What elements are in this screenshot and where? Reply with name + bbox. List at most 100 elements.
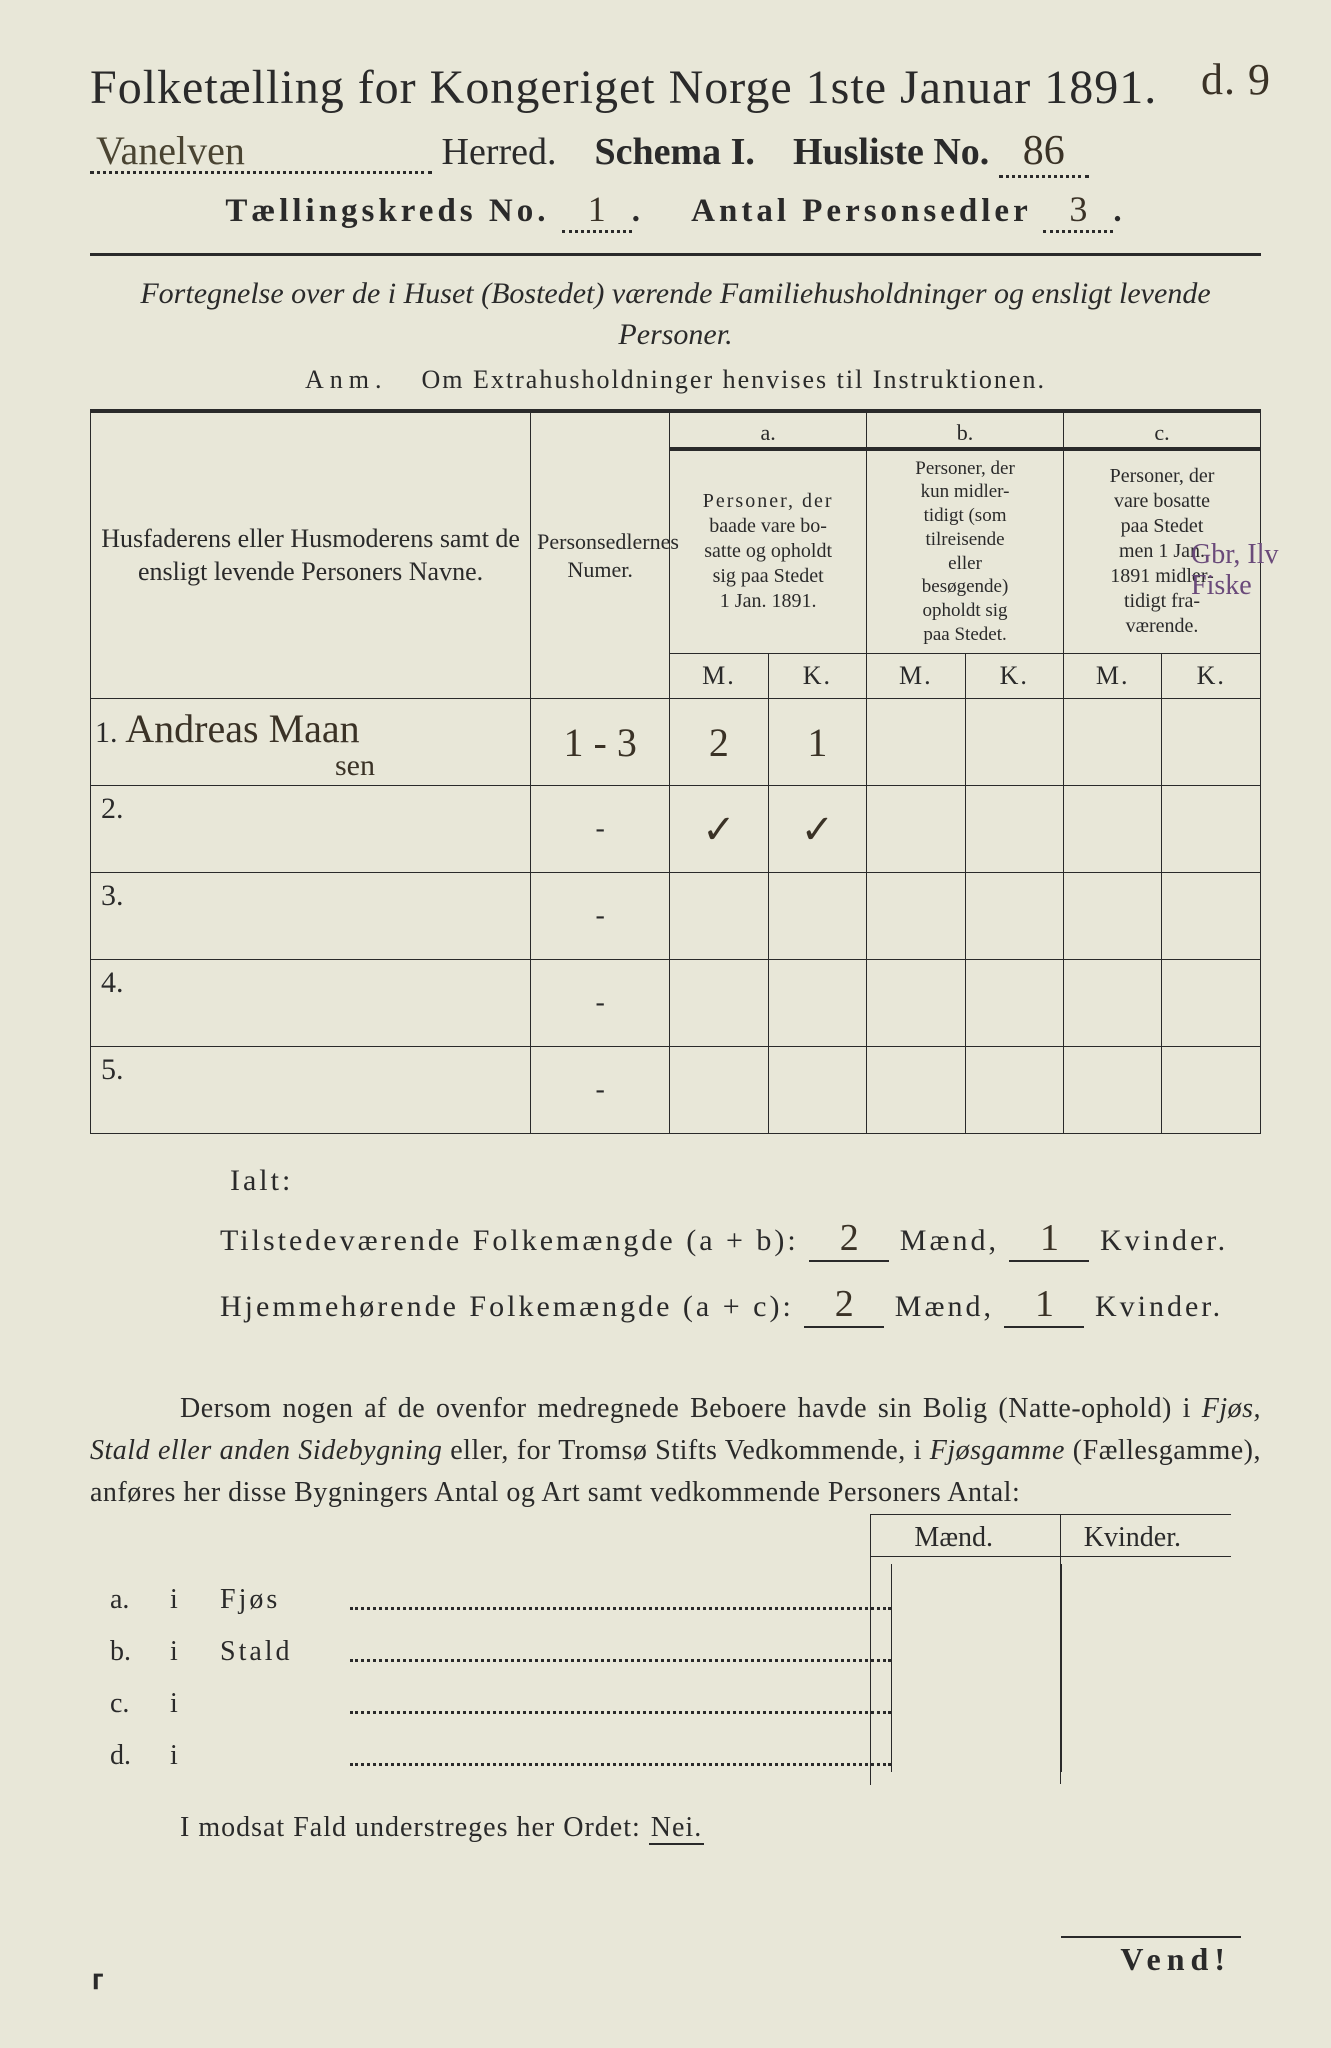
totals-ab-label: Tilstedeværende Folkemængde (a + b): xyxy=(220,1224,799,1257)
totals-ac-label: Hjemmehørende Folkemængde (a + c): xyxy=(220,1290,794,1323)
cell-b-k xyxy=(965,873,1063,960)
cell-b-m xyxy=(867,699,965,786)
cell-a-m xyxy=(670,873,768,960)
antal-value: 3 xyxy=(1043,188,1113,233)
anm-prefix: Anm. xyxy=(305,365,388,394)
dotted-line xyxy=(350,1607,891,1610)
cell-a-m xyxy=(670,960,768,1047)
kreds-line: Tællingskreds No. 1. Antal Personsedler … xyxy=(90,188,1261,233)
col-a-top: a. xyxy=(670,411,867,449)
totals-kvinder-label: Kvinder. xyxy=(1100,1224,1228,1257)
cell-b-m xyxy=(867,1047,965,1134)
cell-b-k xyxy=(965,786,1063,873)
table-row: 5. - xyxy=(91,1047,1261,1134)
totals-row-ac: Hjemmehørende Folkemængde (a + c): 2 Mæn… xyxy=(220,1282,1261,1328)
bygninger-block: Mænd. Kvinder. a. i Fjøs b. i Stald c. i xyxy=(90,1534,1261,1772)
dotted-line xyxy=(350,1711,891,1714)
vend-rule xyxy=(1061,1936,1241,1938)
cell-numer: - xyxy=(531,786,670,873)
cell-b-k xyxy=(965,960,1063,1047)
margin-note-line1: Gbr, Ilv xyxy=(1191,539,1279,570)
census-form-page: Folketælling for Kongeriget Norge 1ste J… xyxy=(0,0,1331,2048)
cell-a-k xyxy=(768,1047,866,1134)
cell-a-k xyxy=(768,960,866,1047)
header-rule xyxy=(90,253,1261,256)
col-c-top: c. xyxy=(1064,411,1261,449)
table-row: 4. - xyxy=(91,960,1261,1047)
nei-line: I modsat Fald understreges her Ordet: Ne… xyxy=(90,1812,1261,1844)
cell-name: 3. xyxy=(91,873,531,960)
table-row: 2. - ✓ ✓ xyxy=(91,786,1261,873)
page-title-line: Folketælling for Kongeriget Norge 1ste J… xyxy=(90,60,1261,115)
col-header-names: Husfaderens eller Husmoderens samt de en… xyxy=(91,411,531,699)
cell-b-m xyxy=(867,786,965,873)
col-header-numer: Personsedlernes Numer. xyxy=(531,411,670,699)
margin-handwritten-note: Gbr, Ilv Fiske xyxy=(1191,540,1291,602)
census-table-body: 1. Andreas Maan sen 1 - 3 2 1 2. - ✓ ✓ xyxy=(91,699,1261,1134)
sidebygning-paragraph: Dersom nogen af de ovenfor medregnede Be… xyxy=(90,1388,1261,1514)
col-b-m: M. xyxy=(867,653,965,699)
cell-a-k xyxy=(768,873,866,960)
cell-b-m xyxy=(867,960,965,1047)
para-em2: Fjøsgamme xyxy=(930,1435,1065,1466)
dotted-line xyxy=(350,1763,891,1766)
totals-ab-m: 2 xyxy=(809,1216,889,1262)
cell-a-m: ✓ xyxy=(670,786,768,873)
col-c-k: K. xyxy=(1162,653,1261,699)
totals-maend-label: Mænd, xyxy=(900,1224,999,1257)
census-table: Husfaderens eller Husmoderens samt de en… xyxy=(90,409,1261,1134)
cell-c-m xyxy=(1064,873,1162,960)
nei-word: Nei. xyxy=(649,1812,704,1845)
cell-name: 5. xyxy=(91,1047,531,1134)
col-a-header: Personer, der Personer, der baade vare b… xyxy=(670,449,867,654)
vend-label: Vend! xyxy=(1120,1941,1231,1978)
col-b-header: Personer, derkun midler-tidigt (somtilre… xyxy=(867,449,1064,654)
cell-numer: - xyxy=(531,873,670,960)
table-row: 3. - xyxy=(91,873,1261,960)
schema-label: Schema I. xyxy=(594,131,754,173)
byg-mid-border xyxy=(1060,1514,1061,1784)
kreds-value: 1 xyxy=(562,188,632,233)
cell-name: 2. xyxy=(91,786,531,873)
totals-kvinder-label2: Kvinder. xyxy=(1095,1290,1223,1323)
cell-a-k: ✓ xyxy=(768,786,866,873)
cell-c-k xyxy=(1162,960,1261,1047)
cell-numer: - xyxy=(531,960,670,1047)
cell-c-k xyxy=(1162,699,1261,786)
cell-b-m xyxy=(867,873,965,960)
totals-block: Ialt: Tilstedeværende Folkemængde (a + b… xyxy=(220,1164,1261,1328)
ialt-label: Ialt: xyxy=(230,1164,1261,1198)
byg-kvinder-header: Kvinder. xyxy=(1084,1522,1181,1554)
cell-numer: - xyxy=(531,1047,670,1134)
dotted-line xyxy=(350,1659,891,1662)
margin-note-line2: Fiske xyxy=(1191,570,1252,601)
col-b-top: b. xyxy=(867,411,1064,449)
cell-c-m xyxy=(1064,699,1162,786)
table-row: 1. Andreas Maan sen 1 - 3 2 1 xyxy=(91,699,1261,786)
herred-line: Vanelven Herred. Schema I. Husliste No. … xyxy=(90,127,1261,178)
byg-header-rule xyxy=(871,1556,1231,1557)
nei-text: I modsat Fald understreges her Ordet: xyxy=(180,1812,641,1843)
cell-c-k xyxy=(1162,786,1261,873)
husliste-label: Husliste No. xyxy=(793,131,989,173)
cell-b-k xyxy=(965,1047,1063,1134)
totals-ac-k: 1 xyxy=(1004,1282,1084,1328)
para-text2: eller, for Tromsø Stifts Vedkommende, i xyxy=(442,1435,929,1466)
cell-a-k: 1 xyxy=(768,699,866,786)
antal-label: Antal Personsedler xyxy=(691,193,1031,229)
fortegnelse-text: Fortegnelse over de i Huset (Bostedet) v… xyxy=(130,274,1221,355)
col-c-m: M. xyxy=(1064,653,1162,699)
anm-text: Om Extrahusholdninger henvises til Instr… xyxy=(422,365,1046,394)
cell-c-m xyxy=(1064,960,1162,1047)
cell-name: 4. xyxy=(91,960,531,1047)
cell-c-m xyxy=(1064,1047,1162,1134)
col-a-m: M. xyxy=(670,653,768,699)
cell-a-m xyxy=(670,1047,768,1134)
husliste-value: 86 xyxy=(999,127,1089,178)
totals-ac-m: 2 xyxy=(804,1282,884,1328)
cell-a-m: 2 xyxy=(670,699,768,786)
herred-label: Herred. xyxy=(442,131,557,173)
herred-value: Vanelven xyxy=(90,131,432,174)
cell-numer: 1 - 3 xyxy=(531,699,670,786)
totals-row-ab: Tilstedeværende Folkemængde (a + b): 2 M… xyxy=(220,1216,1261,1262)
